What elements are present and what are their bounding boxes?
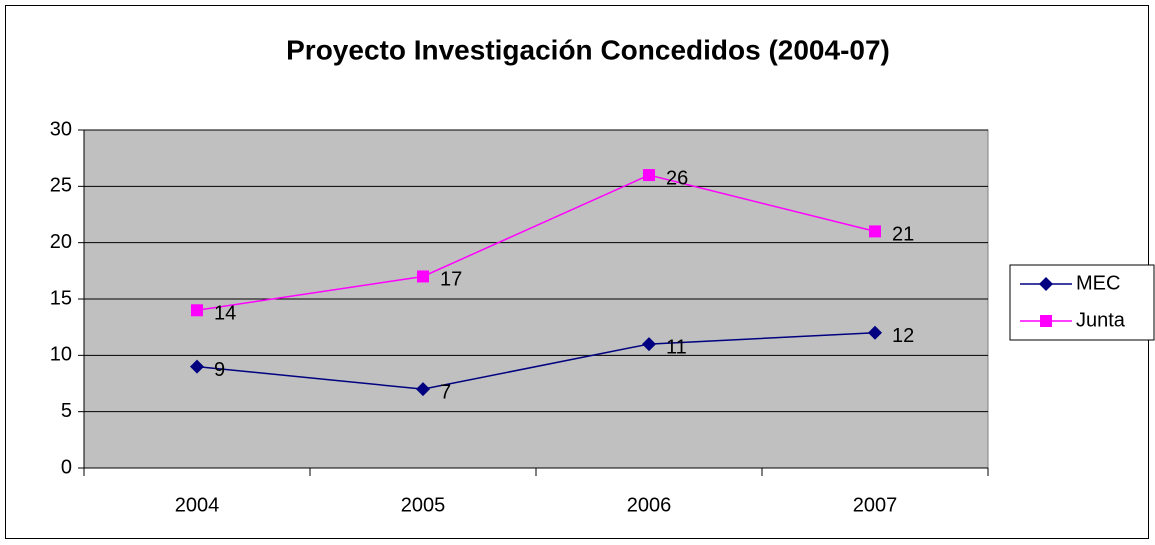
marker [643, 169, 655, 182]
data-label: 7 [440, 381, 451, 403]
legend-box [1009, 264, 1155, 341]
y-tick-label: 25 [50, 175, 72, 197]
y-tick-label: 10 [50, 344, 72, 366]
series-line [196, 174, 876, 312]
y-tick-label: 0 [61, 456, 72, 478]
marker [190, 359, 204, 374]
marker [417, 270, 429, 283]
data-label: 11 [666, 336, 687, 358]
x-tick-label: 2007 [853, 494, 898, 516]
data-label: 21 [892, 224, 914, 246]
y-tick-label: 20 [50, 231, 72, 253]
data-label: 14 [214, 303, 236, 325]
data-label: 9 [214, 359, 225, 381]
marker [191, 304, 203, 317]
y-tick-label: 30 [50, 118, 72, 140]
series-line [196, 332, 876, 390]
x-tick-label: 2004 [175, 494, 220, 516]
marker [869, 225, 881, 238]
data-label: 17 [440, 269, 462, 291]
y-tick-label: 15 [50, 287, 72, 309]
legend-label: MEC [1076, 272, 1120, 294]
marker [1039, 277, 1053, 291]
marker [642, 337, 656, 352]
data-label: 12 [892, 325, 914, 347]
chart-title: Proyecto Investigación Concedidos (2004-… [286, 34, 890, 65]
legend-label: Junta [1076, 309, 1126, 331]
data-label: 26 [666, 167, 688, 189]
marker [868, 325, 882, 340]
x-tick-label: 2005 [401, 494, 446, 516]
y-tick-label: 5 [61, 400, 72, 422]
marker [1040, 315, 1052, 327]
x-tick-label: 2006 [627, 494, 672, 516]
marker [416, 382, 430, 397]
